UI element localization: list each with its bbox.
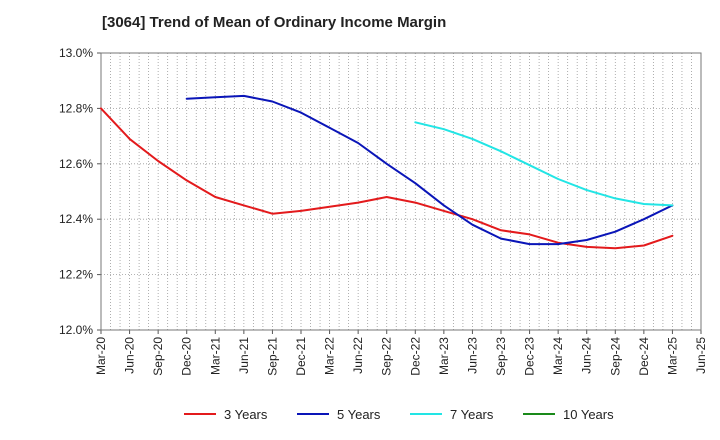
legend-label-7-years: 7 Years [450,407,494,422]
series-line-5-years [185,94,674,246]
plot-frame [100,52,702,331]
x-tick-label: Sep-21 [265,337,279,376]
series-line-3-years [100,107,674,250]
chart-title: [3064] Trend of Mean of Ordinary Income … [102,14,447,31]
x-tick-label: Jun-22 [351,337,365,374]
legend-label-3-years: 3 Years [224,407,268,422]
x-tick-label: Mar-23 [437,337,451,375]
legend-label-10-years: 10 Years [563,407,614,422]
x-tick-label: Jun-24 [580,337,594,374]
x-tick-label: Jun-20 [123,337,137,374]
x-tick-label: Dec-20 [180,337,194,376]
y-tick-label: 12.4% [59,212,93,226]
x-tick-label: Jun-23 [465,337,479,374]
x-tick-label: Mar-24 [551,337,565,375]
y-tick-label: 12.2% [59,268,93,282]
x-tick-label: Sep-24 [608,337,622,376]
x-tick-label: Sep-20 [151,337,165,376]
legend-label-5-years: 5 Years [337,407,381,422]
x-tick-label: Mar-20 [94,337,108,375]
x-tick-label: Mar-21 [208,337,222,375]
x-tick-label: Sep-22 [380,337,394,376]
y-tick-label: 13.0% [59,46,93,60]
y-tick-label: 12.6% [59,157,93,171]
x-tick-label: Dec-22 [408,337,422,376]
x-tick-label: Mar-25 [665,337,679,375]
x-tick-label: Dec-21 [294,337,308,376]
y-tick-label: 12.8% [59,101,93,115]
x-tick-label: Dec-23 [523,337,537,376]
x-tick-label: Sep-23 [494,337,508,376]
x-tick-label: Jun-21 [237,337,251,374]
x-tick-label: Mar-22 [323,337,337,375]
x-tick-label: Dec-24 [637,337,651,376]
y-tick-label: 12.0% [59,323,93,337]
series-line-7-years [414,121,674,207]
x-tick-label: Jun-25 [694,337,708,374]
